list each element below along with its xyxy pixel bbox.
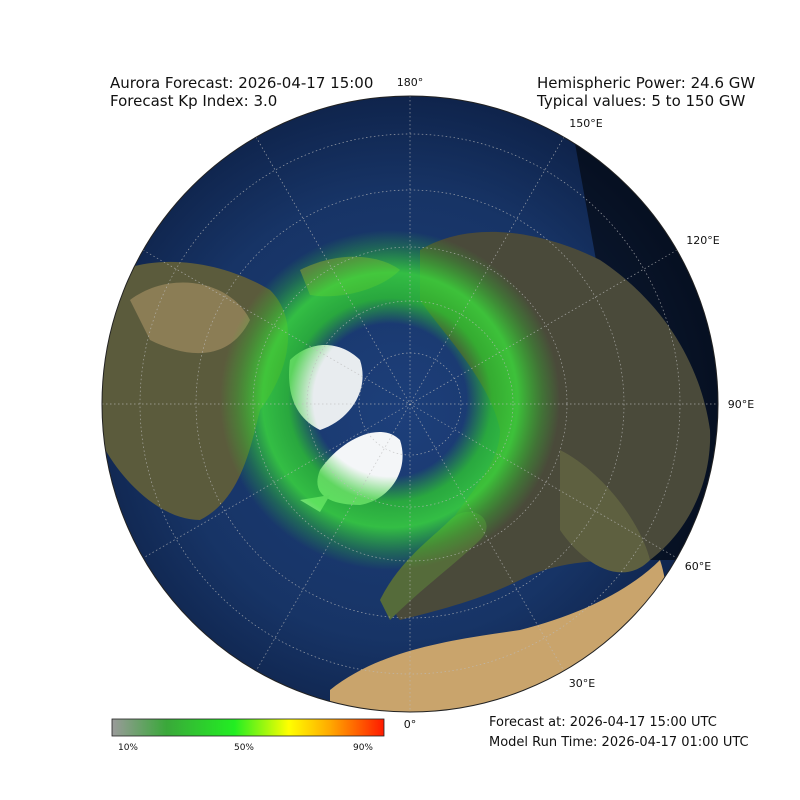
lon-label: 30°E <box>569 677 595 690</box>
title: Aurora Forecast: 2026-04-17 15:00 <box>110 74 373 92</box>
hemispheric-power: Hemispheric Power: 24.6 GW <box>537 74 755 92</box>
colorbar <box>111 718 385 737</box>
lon-label: 0° <box>404 718 417 731</box>
globe-outline <box>101 95 719 713</box>
lon-label: 150°E <box>569 117 602 130</box>
graticule <box>102 96 718 712</box>
colorbar-tick: 10% <box>118 743 138 753</box>
lon-label: 180° <box>397 76 424 89</box>
colorbar-tick: 90% <box>353 743 373 753</box>
forecast-at: Forecast at: 2026-04-17 15:00 UTC <box>489 715 717 730</box>
model-run: Model Run Time: 2026-04-17 01:00 UTC <box>489 735 749 750</box>
kp-index: Forecast Kp Index: 3.0 <box>110 92 277 110</box>
colorbar-tick: 50% <box>234 743 254 753</box>
lon-label: 120°E <box>686 234 719 247</box>
globe <box>102 96 718 712</box>
lon-label: 90°E <box>728 398 754 411</box>
typical-values: Typical values: 5 to 150 GW <box>536 92 746 110</box>
lon-label: 60°E <box>685 560 711 573</box>
